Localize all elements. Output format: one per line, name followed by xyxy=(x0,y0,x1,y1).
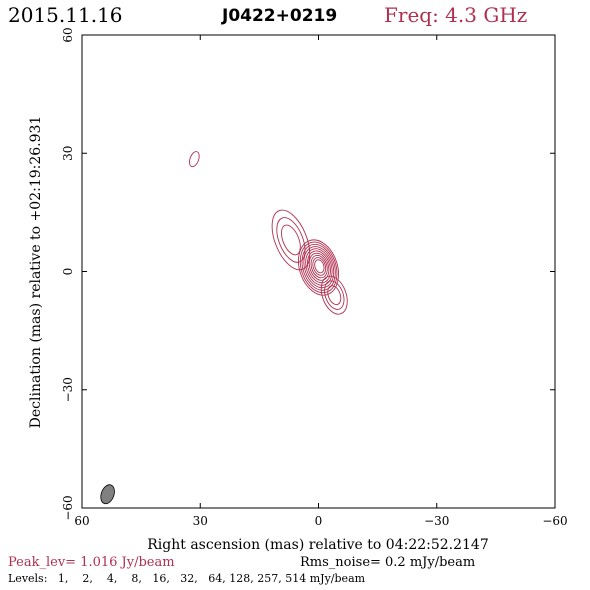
y-tick-label-2: 0 xyxy=(61,268,75,276)
core-contour-8 xyxy=(312,257,327,276)
core-contour-0 xyxy=(298,239,339,296)
knot-ne-contour-2 xyxy=(281,224,301,256)
core-contour-7 xyxy=(310,254,328,279)
y-tick-label-1: −30 xyxy=(61,377,75,402)
core-contour-2 xyxy=(301,243,336,291)
frequency-label: Freq: 4.3 GHz xyxy=(384,3,527,27)
x-tick-label-3: −30 xyxy=(424,514,449,528)
knot-ne-contour-0 xyxy=(271,209,311,271)
core-contour-5 xyxy=(307,250,331,284)
core-contour-4 xyxy=(305,248,333,286)
axis-ticks xyxy=(81,34,556,509)
plot-frame xyxy=(81,34,556,509)
x-tick-label-2: 0 xyxy=(315,514,323,528)
y-axis-title: Declination (mas) relative to +02:19:26.… xyxy=(28,116,44,429)
x-tick-labels: 60 30 0 −30 −60 xyxy=(74,514,567,528)
rms-noise: Rms_noise= 0.2 mJy/beam xyxy=(300,555,475,570)
core-contour-3 xyxy=(303,246,335,289)
peak-level: Peak_lev= 1.016 Jy/beam xyxy=(8,555,175,570)
y-tick-labels: −60 −30 0 30 60 xyxy=(61,27,75,520)
y-tick-label-0: −60 xyxy=(61,495,75,520)
x-axis-title: Right ascension (mas) relative to 04:22:… xyxy=(147,537,489,553)
isolated-contour xyxy=(189,151,200,168)
x-tick-label-4: −60 xyxy=(542,514,567,528)
source-name: J0422+0219 xyxy=(221,6,337,26)
contour-layer xyxy=(100,151,348,505)
y-tick-label-4: 60 xyxy=(61,27,75,42)
jet-sw-contour-2 xyxy=(327,285,342,306)
x-tick-label-0: 60 xyxy=(74,514,89,528)
contour-levels: Levels: 1, 2, 4, 8, 16, 32, 64, 128, 257… xyxy=(8,572,366,585)
core-contour-1 xyxy=(299,241,338,294)
jet-sw-contour-0 xyxy=(320,275,348,315)
knot-ne-contour-1 xyxy=(276,217,306,263)
y-tick-label-3: 30 xyxy=(61,146,75,161)
x-tick-label-1: 30 xyxy=(193,514,208,528)
core-contour-9 xyxy=(314,259,325,274)
observation-date: 2015.11.16 xyxy=(8,3,123,27)
restoring-beam xyxy=(100,484,115,505)
jet-sw-contour-1 xyxy=(324,280,345,310)
